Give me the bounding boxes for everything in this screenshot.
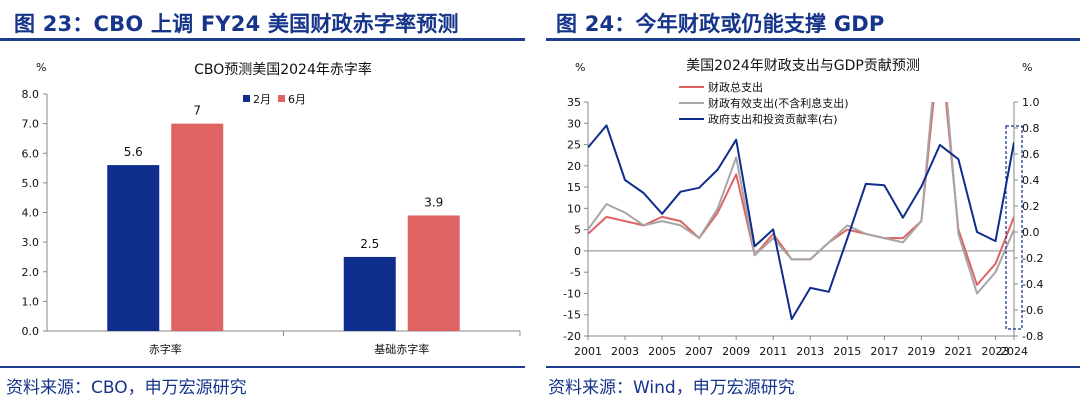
figure-24-panel: 图 24：今年财政或仍能支撑 GDP 美国2024年财政支出与GDP贡献预测%%… [546,0,1080,402]
x-tick-label: 2003 [611,345,639,358]
y-tick-label: 6.0 [22,147,40,160]
right-tick-label: -0.8 [1022,330,1043,343]
bar [343,256,396,331]
series-line [588,124,1014,321]
x-tick-label: 2021 [944,345,972,358]
chart-title: CBO预测美国2024年赤字率 [194,61,372,78]
legend-swatch [243,95,250,102]
right-tick-label: 0.2 [1022,200,1040,213]
x-tick-label: 基础赤字率 [374,342,429,356]
y-tick-label: 0.0 [22,325,40,338]
x-tick-label: 2007 [685,345,713,358]
y-axis-unit: % [36,61,46,74]
bar-chart: CBO预测美国2024年赤字率% 0.0 1.0 2.0 3.0 4.0 5.0 6.0 7.0… [22,61,521,356]
x-tick-label: 2013 [796,345,824,358]
y-tick-label: 4.0 [22,207,40,220]
right-tick-label: 1.0 [1022,96,1040,109]
series-group [588,102,1014,321]
series-line [588,102,1014,286]
left-tick-label: -5 [570,266,581,279]
legend-label: 财政总支出 [708,80,763,94]
x-tick-label: 2005 [648,345,676,358]
bar [171,123,224,331]
bar [407,215,460,331]
left-tick-label: 15 [567,181,581,194]
series-line [588,102,1014,295]
left-tick-label: 20 [567,160,581,173]
y-tick-label: 5.0 [22,177,40,190]
x-tick-label: 2017 [870,345,898,358]
x-tick-label: 2019 [907,345,935,358]
figure-title: 图 24：今年财政或仍能支撑 GDP [556,12,885,36]
left-tick-label: -15 [563,309,581,322]
right-tick-label: 0.0 [1022,226,1040,239]
source-rule [546,366,1080,368]
right-tick-label: 0.6 [1022,148,1040,161]
source-note: 资料来源：Wind，申万宏源研究 [548,378,795,398]
chart-title: 美国2024年财政支出与GDP贡献预测 [686,58,920,74]
y-tick-label: 7.0 [22,118,40,131]
x-tick-label: 2011 [759,345,787,358]
x-tick-label: 2001 [574,345,602,358]
bar-data-label: 3.9 [424,195,443,209]
line-chart: 美国2024年财政支出与GDP贡献预测% % -20 -15 -10 -5 0 5 10 15 20… [563,58,1043,358]
x-tick-label: 2024 [1000,345,1028,358]
figure-title: 图 23：CBO 上调 FY24 美国财政赤字率预测 [14,12,459,36]
title-rule [546,38,1080,41]
legend-label: 财政有效支出(不含利息支出) [708,96,849,110]
left-tick-label: 0 [574,245,581,258]
bar-data-label: 2.5 [360,237,379,251]
left-tick-label: 30 [567,117,581,130]
left-tick-label: 35 [567,96,581,109]
left-tick-label: -20 [563,330,581,343]
left-tick-label: 10 [567,202,581,215]
right-axis-unit: % [1022,61,1032,74]
bar-data-label: 7 [193,104,201,118]
x-tick-label: 2009 [722,345,750,358]
right-tick-label: -0.4 [1022,278,1043,291]
title-rule [0,38,525,41]
legend-label: 2月 [253,93,271,106]
bar-data-label: 5.6 [124,145,143,159]
left-tick-label: 5 [574,224,581,237]
y-tick-label: 3.0 [22,236,40,249]
legend-label: 6月 [288,93,306,106]
right-tick-label: -0.2 [1022,252,1043,265]
forecast-highlight-box [1005,125,1023,330]
right-tick-label: 0.4 [1022,174,1040,187]
figure-23-panel: 图 23：CBO 上调 FY24 美国财政赤字率预测 CBO预测美国2024年赤… [0,0,525,402]
right-tick-label: -0.6 [1022,304,1043,317]
y-tick-label: 1.0 [22,295,40,308]
legend-swatch [278,95,285,102]
source-rule [0,366,525,368]
left-axis-unit: % [575,61,585,74]
y-tick-label: 8.0 [22,88,40,101]
left-tick-label: -10 [563,287,581,300]
left-tick-label: 25 [567,139,581,152]
y-tick-label: 2.0 [22,266,40,279]
source-note: 资料来源：CBO，申万宏源研究 [6,378,247,398]
right-tick-label: 0.8 [1022,122,1040,135]
bar [107,165,160,331]
x-tick-label: 2015 [833,345,861,358]
x-tick-label: 2023 [981,345,1009,358]
x-tick-label: 赤字率 [149,342,182,356]
legend-label: 政府支出和投资贡献率(右) [708,112,838,126]
